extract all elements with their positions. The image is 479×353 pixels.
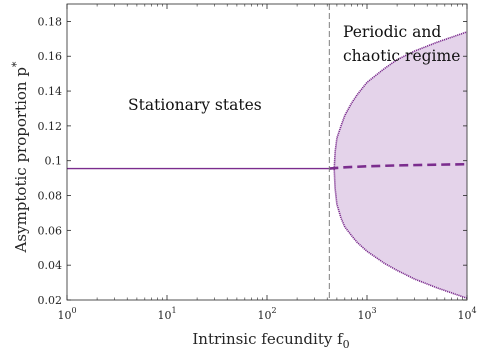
y-tick-label: 0.18	[38, 15, 63, 28]
x-tick-label: 104	[457, 306, 476, 322]
y-tick-label: 0.14	[38, 85, 63, 98]
y-tick-label: 0.08	[38, 190, 63, 203]
mean-dashed-line	[329, 162, 468, 170]
upper-envelope-line	[333, 31, 468, 170]
annotation-periodic-line2: chaotic regime	[343, 47, 460, 65]
x-tick-label: 101	[157, 306, 176, 322]
lower-envelope-line	[333, 169, 468, 300]
y-tick-label: 0.02	[38, 294, 63, 307]
y-axis-label: Asymptotic proportion p*	[10, 61, 30, 253]
y-tick-label: 0.12	[38, 120, 63, 133]
annotation-stationary: Stationary states	[128, 96, 262, 114]
y-tick-label: 0.1	[45, 155, 63, 168]
y-tick-label: 0.04	[38, 259, 63, 272]
y-tick-label: 0.16	[38, 50, 63, 63]
x-axis-label: Intrinsic fecundity f0	[192, 330, 349, 351]
x-tick-label: 102	[257, 306, 276, 322]
annotation-periodic-line1: Periodic and	[343, 23, 441, 41]
x-tick-label: 100	[57, 306, 76, 322]
x-tick-label: 103	[357, 306, 376, 322]
y-tick-label: 0.06	[38, 224, 63, 237]
